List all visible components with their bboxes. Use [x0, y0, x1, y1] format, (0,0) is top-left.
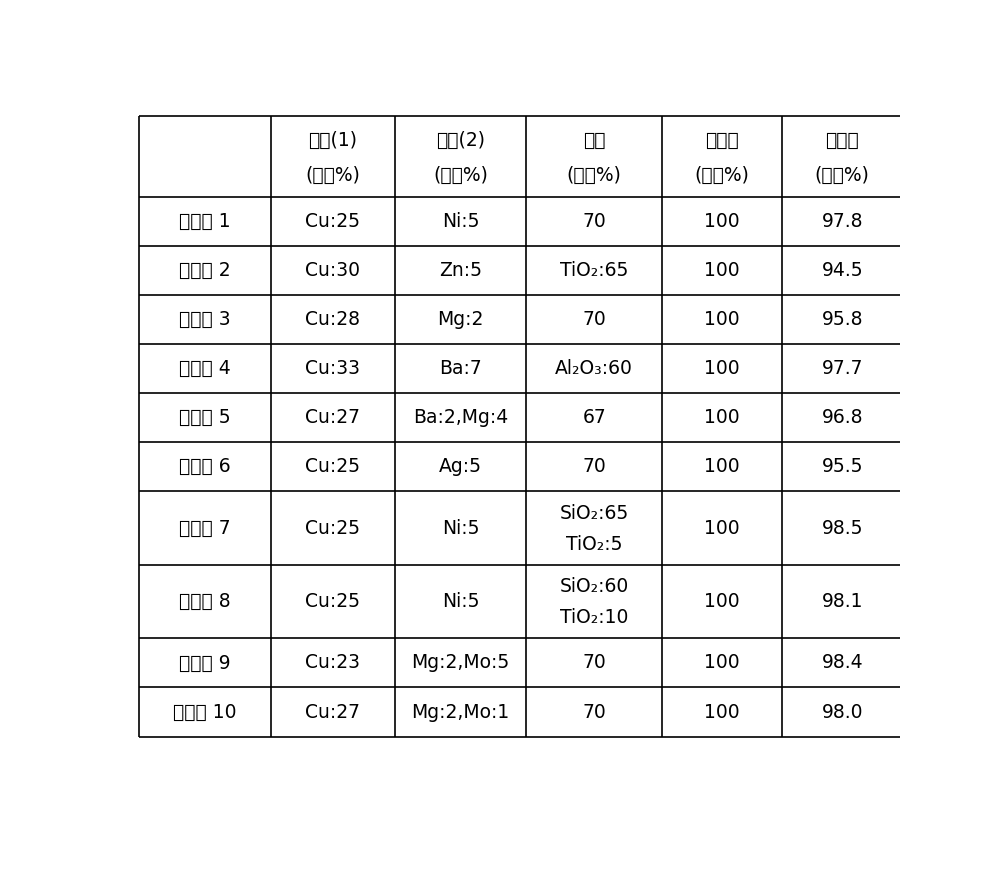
Text: Cu:25: Cu:25: [305, 519, 360, 537]
Text: 98.0: 98.0: [822, 703, 863, 721]
Text: Cu:25: Cu:25: [305, 212, 360, 231]
Text: 实施例 10: 实施例 10: [173, 703, 237, 721]
Text: Ni:5: Ni:5: [442, 592, 479, 612]
Text: 67: 67: [582, 408, 606, 427]
Text: (重量%): (重量%): [305, 165, 360, 185]
Text: 97.7: 97.7: [822, 359, 863, 378]
Text: 组分(2): 组分(2): [436, 131, 485, 150]
Text: Zn:5: Zn:5: [439, 261, 482, 280]
Text: 载体: 载体: [583, 131, 606, 150]
Text: Mg:2,Mo:5: Mg:2,Mo:5: [411, 653, 510, 673]
Text: 实施例 9: 实施例 9: [179, 653, 231, 673]
Text: 94.5: 94.5: [821, 261, 863, 280]
Text: TiO₂:5: TiO₂:5: [566, 535, 623, 554]
Text: 实施例 3: 实施例 3: [179, 310, 231, 329]
Text: Cu:23: Cu:23: [305, 653, 360, 673]
Text: 100: 100: [704, 261, 740, 280]
Text: Ba:7: Ba:7: [439, 359, 482, 378]
Text: SiO₂:65: SiO₂:65: [560, 504, 629, 523]
Text: TiO₂:10: TiO₂:10: [560, 608, 628, 627]
Text: Cu:30: Cu:30: [305, 261, 360, 280]
Text: Cu:25: Cu:25: [305, 592, 360, 612]
Text: (重量%): (重量%): [433, 165, 488, 185]
Text: 实施例 2: 实施例 2: [179, 261, 231, 280]
Text: Ba:2,Mg:4: Ba:2,Mg:4: [413, 408, 508, 427]
Text: Mg:2: Mg:2: [437, 310, 484, 329]
Text: 选择性: 选择性: [825, 131, 859, 150]
Text: 组分(1): 组分(1): [308, 131, 357, 150]
Text: Ag:5: Ag:5: [439, 458, 482, 476]
Text: 实施例 8: 实施例 8: [179, 592, 231, 612]
Text: 100: 100: [704, 310, 740, 329]
Text: 98.5: 98.5: [822, 519, 863, 537]
Text: (重量%): (重量%): [695, 165, 750, 185]
Text: Ni:5: Ni:5: [442, 519, 479, 537]
Text: 100: 100: [704, 408, 740, 427]
Text: 100: 100: [704, 519, 740, 537]
Text: 实施例 5: 实施例 5: [179, 408, 231, 427]
Text: (重量%): (重量%): [815, 165, 870, 185]
Text: 95.5: 95.5: [822, 458, 863, 476]
Text: 实施例 6: 实施例 6: [179, 458, 231, 476]
Text: 100: 100: [704, 592, 740, 612]
Text: 100: 100: [704, 653, 740, 673]
Text: Al₂O₃:60: Al₂O₃:60: [555, 359, 633, 378]
Text: 70: 70: [582, 458, 606, 476]
Text: 100: 100: [704, 458, 740, 476]
Text: 转化率: 转化率: [705, 131, 739, 150]
Text: Cu:33: Cu:33: [305, 359, 360, 378]
Text: TiO₂:65: TiO₂:65: [560, 261, 628, 280]
Text: 98.4: 98.4: [821, 653, 863, 673]
Text: 70: 70: [582, 212, 606, 231]
Text: 实施例 4: 实施例 4: [179, 359, 231, 378]
Text: Cu:27: Cu:27: [305, 703, 360, 721]
Text: (重量%): (重量%): [567, 165, 622, 185]
Text: 96.8: 96.8: [822, 408, 863, 427]
Text: 98.1: 98.1: [822, 592, 863, 612]
Text: 100: 100: [704, 212, 740, 231]
Text: 70: 70: [582, 310, 606, 329]
Text: 70: 70: [582, 703, 606, 721]
Text: Ni:5: Ni:5: [442, 212, 479, 231]
Text: Cu:28: Cu:28: [305, 310, 360, 329]
Text: 100: 100: [704, 703, 740, 721]
Text: Mg:2,Mo:1: Mg:2,Mo:1: [411, 703, 510, 721]
Text: 实施例 7: 实施例 7: [179, 519, 231, 537]
Text: 97.8: 97.8: [822, 212, 863, 231]
Text: Cu:25: Cu:25: [305, 458, 360, 476]
Text: 100: 100: [704, 359, 740, 378]
Text: 70: 70: [582, 653, 606, 673]
Text: Cu:27: Cu:27: [305, 408, 360, 427]
Text: SiO₂:60: SiO₂:60: [560, 577, 629, 596]
Text: 95.8: 95.8: [822, 310, 863, 329]
Text: 实施例 1: 实施例 1: [179, 212, 231, 231]
